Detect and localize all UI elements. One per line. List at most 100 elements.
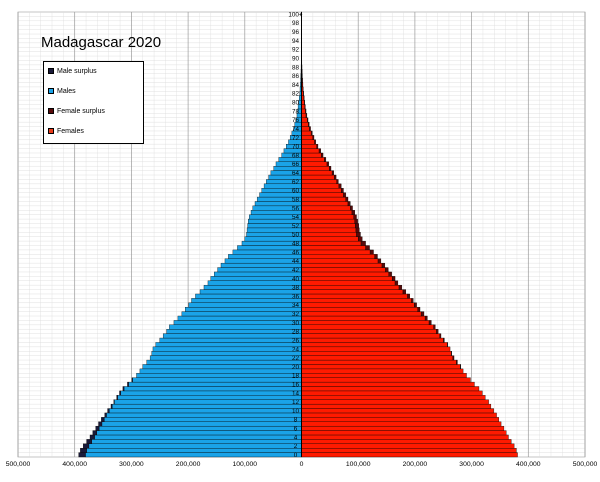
bar-male (98, 425, 302, 431)
bar-female (301, 439, 512, 444)
legend-label: Male surplus (57, 68, 97, 75)
y-tick-label: 24 (292, 346, 300, 353)
bar-female (301, 452, 518, 458)
x-tick-label: 300,000 (459, 461, 484, 468)
bar-male (85, 452, 302, 458)
y-tick-label: 46 (292, 249, 300, 256)
x-tick-label: 500,000 (6, 461, 31, 468)
bar-female (301, 311, 422, 317)
legend-item-females: Females (48, 128, 84, 136)
bar-female (301, 315, 426, 321)
bar-female (301, 157, 325, 162)
x-tick-label: 500,000 (573, 461, 598, 468)
bar-female-surplus (308, 121, 310, 127)
y-tick-label: 92 (292, 47, 300, 54)
bar-female-surplus (329, 166, 332, 171)
bar-female (301, 254, 375, 259)
bar-female (301, 148, 320, 154)
x-tick-label: 400,000 (62, 461, 87, 468)
y-tick-label: 90 (292, 55, 300, 62)
bar-female-surplus (392, 276, 396, 281)
bar-female-surplus (452, 355, 455, 361)
bar-male (123, 386, 302, 392)
x-tick-label: 0 (300, 461, 304, 468)
bar-female-surplus (428, 320, 432, 325)
bar-female (301, 381, 475, 387)
bar-female (301, 355, 454, 361)
bar-female-surplus (436, 329, 439, 334)
bar-female-surplus (338, 183, 342, 189)
y-tick-label: 72 (292, 135, 300, 142)
bar-female (301, 280, 396, 286)
bar-male (207, 280, 302, 286)
bar-female-surplus (306, 117, 309, 123)
bar-male-surplus (104, 412, 107, 418)
y-tick-label: 94 (292, 38, 300, 45)
bar-female (301, 307, 418, 312)
bar-male-surplus (78, 452, 86, 458)
bar-male (117, 395, 302, 400)
y-tick-label: 42 (292, 267, 300, 274)
y-tick-label: 66 (292, 161, 300, 168)
bar-female (301, 408, 494, 414)
y-tick-label: 82 (292, 91, 300, 98)
bar-female (301, 130, 312, 136)
bar-female (301, 271, 389, 277)
bar-female-surplus (460, 364, 462, 370)
bar-female (301, 430, 507, 436)
bar-female-surplus (310, 130, 313, 136)
bar-female (301, 386, 480, 392)
bar-male (185, 307, 302, 312)
bar-male (220, 262, 302, 268)
bar-female (301, 144, 317, 149)
y-tick-label: 26 (292, 337, 300, 344)
bar-female (301, 368, 464, 374)
bar-female (301, 205, 351, 211)
bar-female-surplus (336, 179, 339, 185)
bar-female-surplus (318, 148, 321, 154)
y-tick-label: 86 (292, 73, 300, 80)
bar-female-surplus (411, 298, 414, 303)
bar-female (301, 298, 412, 303)
y-tick-label: 48 (292, 241, 300, 248)
y-tick-label: 54 (292, 214, 300, 221)
bar-male-surplus (116, 395, 118, 400)
bar-female-surplus (365, 245, 370, 251)
x-tick-label: 100,000 (233, 461, 258, 468)
bar-female (301, 179, 337, 185)
bar-male (101, 421, 302, 427)
bar-male-surplus (83, 443, 90, 449)
bar-female (301, 236, 359, 242)
x-tick-label: 200,000 (403, 461, 428, 468)
bar-female-surplus (331, 170, 334, 176)
bar-male-surplus (92, 430, 97, 436)
y-tick-label: 6 (294, 426, 298, 433)
bar-female-surplus (369, 249, 374, 255)
bar-female (301, 399, 489, 405)
bar-female (301, 412, 497, 418)
bar-female-surplus (402, 289, 407, 295)
y-tick-label: 34 (292, 302, 300, 309)
bar-male-surplus (95, 425, 100, 431)
bar-male (214, 271, 302, 277)
bar-male (151, 351, 302, 356)
bar-male (149, 355, 302, 361)
bar-female-surplus (305, 113, 308, 118)
bar-male-surplus (127, 381, 129, 387)
y-tick-label: 20 (292, 364, 300, 371)
bar-male (152, 346, 302, 352)
x-tick-label: 400,000 (516, 461, 541, 468)
bar-female (301, 188, 342, 193)
chart-title: Madagascar 2020 (41, 34, 162, 51)
bar-female (301, 166, 330, 171)
legend-label: Female surplus (57, 108, 105, 115)
bar-female (301, 377, 471, 383)
bar-male (203, 284, 302, 290)
y-tick-label: 68 (292, 152, 300, 159)
bar-female (301, 117, 308, 123)
bar-male (217, 267, 302, 273)
bar-female-surplus (424, 315, 428, 321)
x-tick-label: 300,000 (119, 461, 144, 468)
bar-male (162, 333, 302, 339)
legend-item-males: Males (48, 88, 76, 96)
